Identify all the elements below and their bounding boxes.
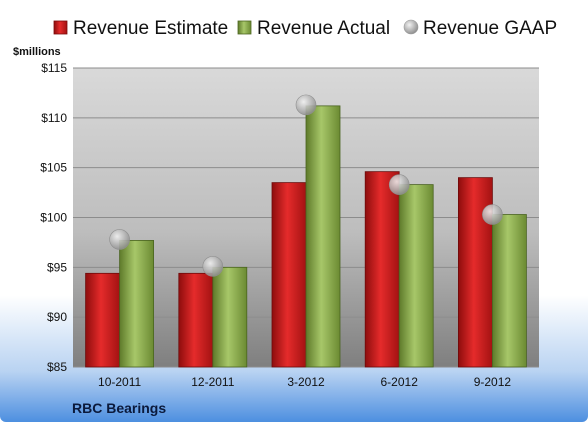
y-tick-label: $110 <box>41 111 67 125</box>
y-axis-unit-label: $millions <box>13 46 61 58</box>
marker-revenue-gaap <box>388 174 410 195</box>
gaap-markers <box>109 94 503 277</box>
y-tick-label: $100 <box>40 211 67 225</box>
x-tick-label: 6-2012 <box>381 375 419 389</box>
y-tick-label: $105 <box>40 161 67 175</box>
x-tick-label: 12-2011 <box>191 375 234 389</box>
bar-revenue-actual <box>398 184 434 368</box>
bar-revenue-estimate <box>178 272 214 368</box>
legend-swatch-revenue-actual <box>237 20 252 35</box>
legend-swatch-revenue-gaap <box>403 19 419 35</box>
legend: Revenue Estimate Revenue Actual Revenue … <box>53 18 557 39</box>
marker-revenue-gaap <box>109 229 130 250</box>
y-tick-label: $95 <box>47 260 67 274</box>
x-tick-label: 9-2012 <box>474 375 512 389</box>
y-tick-label: $115 <box>41 61 67 75</box>
marker-revenue-gaap <box>482 204 503 225</box>
y-axis-ticks: $85 $90 $95 $100 $105 $110 $115 <box>40 61 67 374</box>
marker-revenue-gaap <box>295 94 317 116</box>
bar-revenue-estimate <box>364 171 400 368</box>
legend-label-revenue-actual: Revenue Actual <box>257 18 390 39</box>
legend-label-revenue-estimate: Revenue Estimate <box>73 18 228 39</box>
bar-revenue-actual <box>491 214 527 368</box>
bar-revenue-actual <box>305 105 341 368</box>
x-tick-label: 10-2011 <box>98 375 141 389</box>
bar-revenue-estimate <box>271 182 307 368</box>
bar-revenue-actual <box>119 240 154 368</box>
legend-swatch-revenue-estimate <box>53 20 68 35</box>
x-tick-label: 3-2012 <box>287 375 325 389</box>
y-tick-label: $90 <box>47 310 67 324</box>
company-name: RBC Bearings <box>72 400 166 416</box>
bar-revenue-actual <box>212 266 248 368</box>
legend-label-revenue-gaap: Revenue GAAP <box>423 18 557 39</box>
marker-revenue-gaap <box>202 256 224 277</box>
x-axis-ticks: 10-2011 12-2011 3-2012 6-2012 9-2012 <box>98 375 511 389</box>
y-tick-label: $85 <box>47 360 67 374</box>
bar-revenue-estimate <box>85 272 120 368</box>
